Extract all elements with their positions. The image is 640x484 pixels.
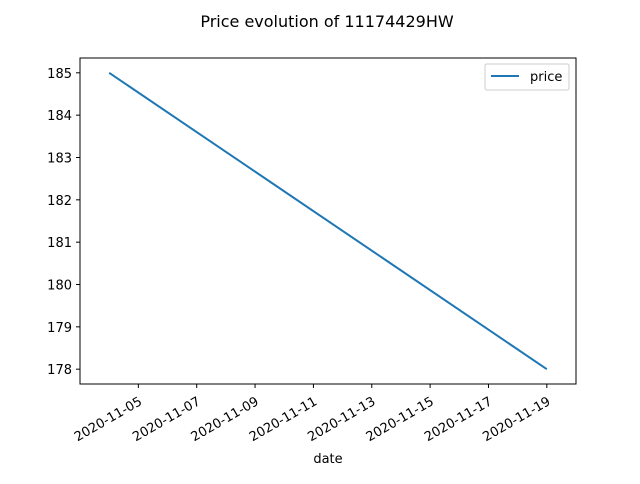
y-tick-label: 184	[47, 109, 72, 124]
axes-frame	[79, 57, 577, 385]
y-tick-label: 183	[47, 151, 72, 166]
y-tick-label: 180	[47, 279, 72, 294]
plot-area	[79, 57, 577, 385]
y-tick-label: 178	[47, 363, 72, 378]
x-axis: 2020-11-052020-11-072020-11-092020-11-11…	[72, 384, 553, 445]
chart-title: Price evolution of 11174429HW	[200, 12, 454, 31]
y-tick-label: 185	[47, 67, 72, 82]
series-line-price	[108, 71, 548, 371]
legend-box	[484, 63, 570, 91]
legend-label-price: price	[530, 70, 562, 85]
x-axis-label: date	[313, 452, 342, 467]
y-axis: 178 179 180 181 182 183 184 185	[47, 67, 80, 378]
y-tick-label: 182	[47, 194, 72, 209]
legend: price	[484, 63, 570, 91]
y-tick-label: 181	[47, 236, 72, 251]
y-tick-label: 179	[47, 321, 72, 336]
